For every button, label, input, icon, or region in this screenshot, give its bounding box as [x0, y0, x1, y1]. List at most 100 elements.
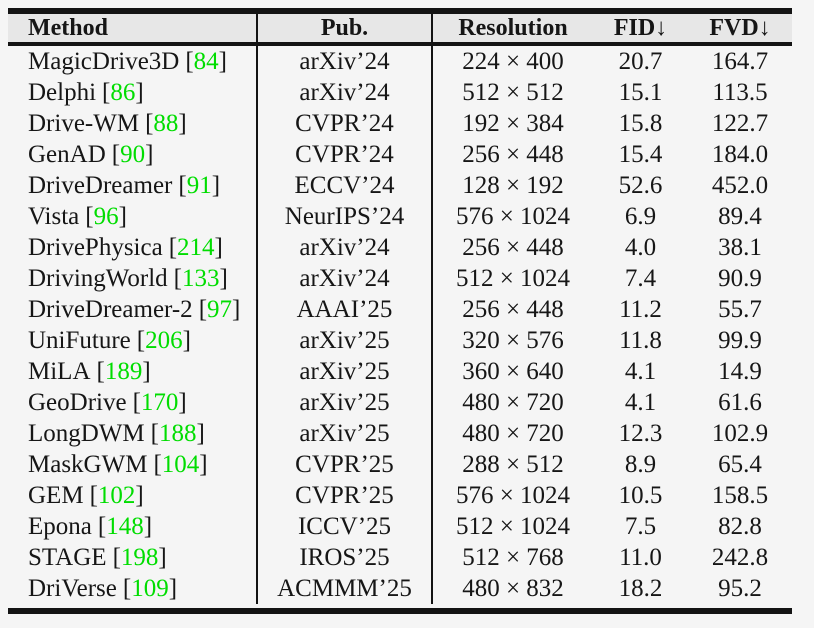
table-row: DriveDreamer-2[97] AAAI’25 256 × 448 11.… [8, 294, 792, 325]
method-cell: Delphi[86] [8, 77, 258, 108]
pub-cell: CVPR’25 [258, 480, 433, 511]
table-row: LongDWM[188] arXiv’25 480 × 720 12.3 102… [8, 418, 792, 449]
fvd-cell: 164.7 [688, 46, 792, 77]
resolution-cell: 288 × 512 [433, 449, 593, 480]
method-cell: MaskGWM[104] [8, 449, 258, 480]
method-name: GeoDrive [28, 389, 127, 417]
fid-cell: 11.8 [593, 325, 688, 356]
method-name: Drive-WM [28, 110, 139, 138]
citation-open-bracket: [ [174, 265, 182, 293]
fid-cell: 4.1 [593, 387, 688, 418]
pub-cell: CVPR’24 [258, 108, 433, 139]
citation-open-bracket: [ [123, 575, 131, 603]
fvd-cell: 95.2 [688, 573, 792, 604]
resolution-cell: 512 × 512 [433, 77, 593, 108]
method-cell: MiLA[189] [8, 356, 258, 387]
fid-cell: 8.9 [593, 449, 688, 480]
method-name: MaskGWM [28, 451, 147, 479]
resolution-cell: 480 × 720 [433, 387, 593, 418]
citation-link[interactable]: 88 [153, 110, 178, 138]
fid-cell: 10.5 [593, 480, 688, 511]
citation-close-bracket: ] [158, 544, 166, 572]
fvd-cell: 55.7 [688, 294, 792, 325]
citation-link[interactable]: 104 [162, 451, 200, 479]
citation-open-bracket: [ [169, 234, 177, 262]
citation-link[interactable]: 148 [106, 513, 144, 541]
fvd-cell: 65.4 [688, 449, 792, 480]
citation-open-bracket: [ [153, 451, 161, 479]
pub-cell: arXiv’24 [258, 77, 433, 108]
citation-close-bracket: ] [215, 234, 223, 262]
citation-link[interactable]: 189 [105, 358, 143, 386]
table-row: UniFuture[206] arXiv’25 320 × 576 11.8 9… [8, 325, 792, 356]
citation-link[interactable]: 170 [141, 389, 179, 417]
fvd-cell: 102.9 [688, 418, 792, 449]
method-cell: UniFuture[206] [8, 325, 258, 356]
fvd-cell: 184.0 [688, 139, 792, 170]
citation-link[interactable]: 86 [110, 79, 135, 107]
citation-close-bracket: ] [178, 389, 186, 417]
method-cell: STAGE[198] [8, 542, 258, 573]
fid-cell: 6.9 [593, 201, 688, 232]
citation-close-bracket: ] [142, 358, 150, 386]
citation-link[interactable]: 133 [182, 265, 220, 293]
citation-close-bracket: ] [199, 451, 207, 479]
citation-open-bracket: [ [85, 203, 93, 231]
pub-cell: arXiv’24 [258, 46, 433, 77]
column-header-pub: Pub. [258, 14, 433, 42]
method-cell: LongDWM[188] [8, 418, 258, 449]
fid-cell: 52.6 [593, 170, 688, 201]
citation-link[interactable]: 109 [131, 575, 169, 603]
fid-cell: 12.3 [593, 418, 688, 449]
resolution-cell: 224 × 400 [433, 46, 593, 77]
citation-close-bracket: ] [119, 203, 127, 231]
pub-cell: CVPR’24 [258, 139, 433, 170]
citation-open-bracket: [ [145, 110, 153, 138]
resolution-cell: 256 × 448 [433, 294, 593, 325]
pub-cell: arXiv’25 [258, 418, 433, 449]
table-row: MiLA[189] arXiv’25 360 × 640 4.1 14.9 [8, 356, 792, 387]
resolution-cell: 576 × 1024 [433, 201, 593, 232]
fid-cell: 15.8 [593, 108, 688, 139]
citation-open-bracket: [ [199, 296, 207, 324]
citation-link[interactable]: 214 [177, 234, 215, 262]
resolution-cell: 512 × 1024 [433, 263, 593, 294]
resolution-cell: 576 × 1024 [433, 480, 593, 511]
method-cell: Epona[148] [8, 511, 258, 542]
method-name: Epona [28, 513, 92, 541]
pub-cell: CVPR’25 [258, 449, 433, 480]
citation-close-bracket: ] [135, 79, 143, 107]
pub-cell: arXiv’25 [258, 387, 433, 418]
citation-link[interactable]: 90 [120, 141, 145, 169]
resolution-cell: 192 × 384 [433, 108, 593, 139]
table-row: GeoDrive[170] arXiv’25 480 × 720 4.1 61.… [8, 387, 792, 418]
table-row: DriveDreamer[91] ECCV’24 128 × 192 52.6 … [8, 170, 792, 201]
method-cell: Vista[96] [8, 201, 258, 232]
citation-link[interactable]: 102 [98, 482, 136, 510]
table-row: DriVerse[109] ACMMM’25 480 × 832 18.2 95… [8, 573, 792, 604]
table-row: MagicDrive3D[84] arXiv’24 224 × 400 20.7… [8, 46, 792, 77]
citation-link[interactable]: 198 [121, 544, 159, 572]
fvd-cell: 122.7 [688, 108, 792, 139]
method-cell: DrivePhysica[214] [8, 232, 258, 263]
citation-open-bracket: [ [178, 172, 186, 200]
citation-open-bracket: [ [98, 513, 106, 541]
citation-open-bracket: [ [102, 79, 110, 107]
table-body: MagicDrive3D[84] arXiv’24 224 × 400 20.7… [8, 46, 792, 604]
table-bottom-rule [8, 608, 792, 614]
method-name: DrivingWorld [28, 265, 168, 293]
citation-link[interactable]: 188 [159, 420, 197, 448]
citation-link[interactable]: 91 [187, 172, 212, 200]
citation-link[interactable]: 206 [145, 327, 183, 355]
citation-link[interactable]: 96 [94, 203, 119, 231]
table-header-row: Method Pub. Resolution FID↓ FVD↓ [8, 14, 792, 42]
pub-cell: arXiv’25 [258, 356, 433, 387]
citation-open-bracket: [ [133, 389, 141, 417]
citation-link[interactable]: 84 [194, 48, 219, 76]
pub-cell: arXiv’24 [258, 263, 433, 294]
citation-link[interactable]: 97 [207, 296, 232, 324]
method-name: GEM [28, 482, 84, 510]
fvd-cell: 89.4 [688, 201, 792, 232]
method-cell: GenAD[90] [8, 139, 258, 170]
table-row: DrivePhysica[214] arXiv’24 256 × 448 4.0… [8, 232, 792, 263]
